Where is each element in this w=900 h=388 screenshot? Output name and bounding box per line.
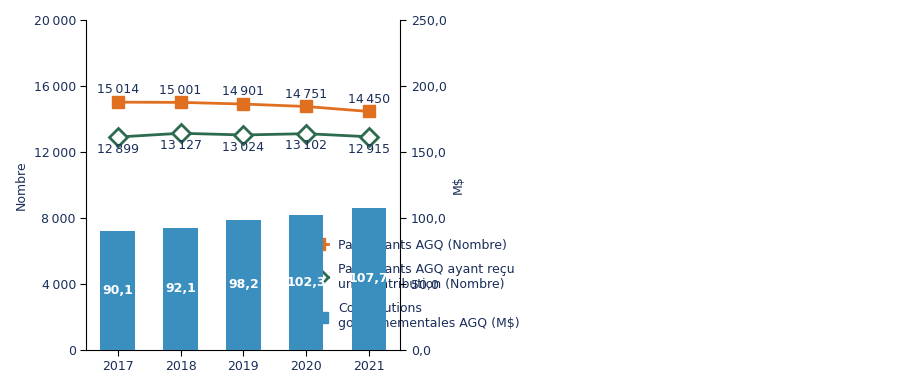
- Text: 92,1: 92,1: [165, 282, 196, 295]
- Text: 15 014: 15 014: [96, 83, 139, 96]
- Text: 102,3: 102,3: [286, 275, 326, 289]
- Bar: [226, 220, 261, 350]
- Text: 14 751: 14 751: [285, 88, 328, 101]
- Bar: [101, 231, 135, 350]
- Y-axis label: M$: M$: [452, 175, 465, 194]
- Text: 15 001: 15 001: [159, 83, 202, 97]
- Text: 14 901: 14 901: [222, 85, 265, 98]
- Text: 12 915: 12 915: [348, 142, 390, 156]
- Text: 13 102: 13 102: [285, 139, 327, 152]
- Bar: [352, 208, 386, 350]
- Bar: [289, 215, 323, 350]
- Text: 90,1: 90,1: [103, 284, 133, 297]
- Text: 13 024: 13 024: [222, 141, 265, 154]
- Text: 14 450: 14 450: [347, 93, 390, 106]
- Text: 12 899: 12 899: [96, 143, 139, 156]
- Legend: Participants AGQ (Nombre), Participants AGQ ayant reçu
une contribution (Nombre): Participants AGQ (Nombre), Participants …: [303, 233, 526, 337]
- Text: 107,7: 107,7: [349, 272, 389, 285]
- Y-axis label: Nombre: Nombre: [15, 160, 28, 210]
- Text: 13 127: 13 127: [159, 139, 202, 152]
- Text: 98,2: 98,2: [228, 278, 258, 291]
- Bar: [163, 228, 198, 350]
